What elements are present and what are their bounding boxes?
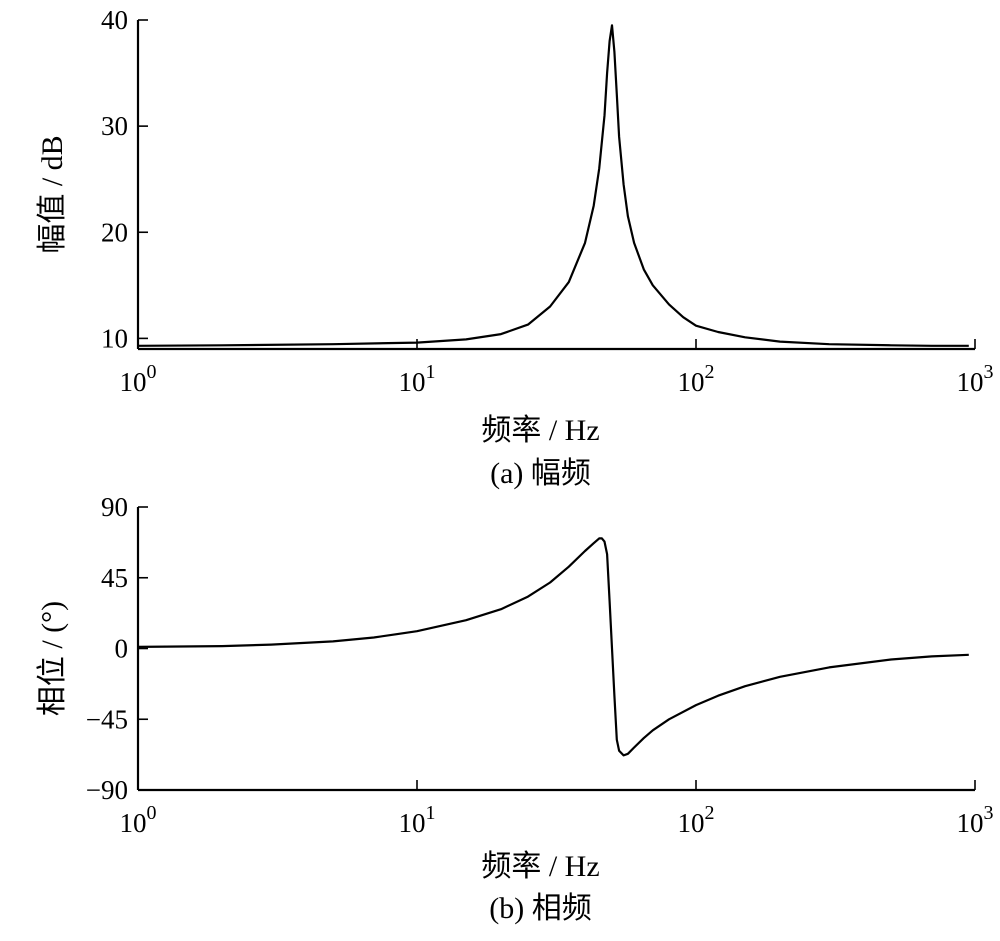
phase-y-tick-label: 45	[101, 563, 128, 593]
magnitude-x-tick-label: 100	[120, 361, 157, 397]
magnitude-y-tick-label: 30	[101, 111, 128, 141]
phase-x-tick-label: 103	[957, 802, 994, 838]
magnitude-x-tick-label: 102	[678, 361, 715, 397]
magnitude-y-tick-label: 10	[101, 323, 128, 353]
phase-y-axis-label: 相位 / (°)	[36, 601, 69, 716]
magnitude-caption: (a) 幅频	[490, 457, 591, 490]
magnitude-x-tick-label: 101	[399, 361, 436, 397]
magnitude-y-tick-label: 20	[101, 217, 128, 247]
magnitude-chart: 10 20 30 40 100 101 102 103 频率 / Hz 幅值 / dB (a) 幅频	[36, 5, 994, 490]
magnitude-y-tick-label: 40	[101, 5, 128, 35]
magnitude-x-tick-label: 103	[957, 361, 994, 397]
phase-y-tick-label: −45	[86, 704, 128, 734]
phase-y-tick-label: 90	[101, 492, 128, 522]
phase-x-tick-label: 100	[120, 802, 157, 838]
phase-x-axis-label: 频率 / Hz	[481, 850, 599, 883]
magnitude-y-axis-label: 幅值 / dB	[36, 135, 69, 253]
phase-x-tick-label: 101	[399, 802, 436, 838]
phase-y-tick-label: 0	[115, 634, 129, 664]
phase-y-tick-label: −90	[86, 775, 128, 805]
phase-series-line	[137, 537, 969, 757]
phase-x-tick-label: 102	[678, 802, 715, 838]
magnitude-x-axis-label: 频率 / Hz	[481, 414, 599, 447]
phase-caption: (b) 相频	[489, 892, 591, 925]
magnitude-series-line	[137, 24, 969, 347]
